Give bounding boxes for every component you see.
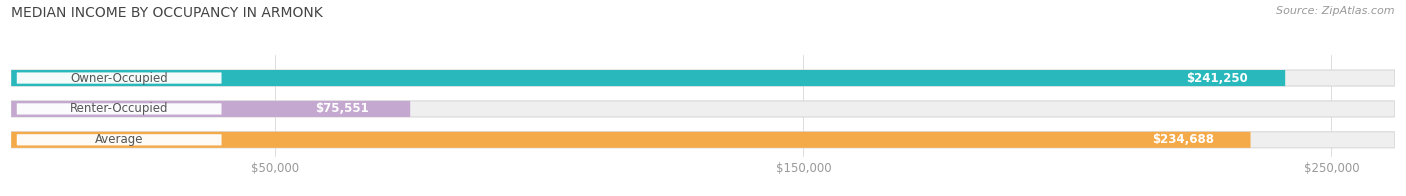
FancyBboxPatch shape [11, 101, 1395, 117]
Text: $75,551: $75,551 [315, 103, 370, 115]
FancyBboxPatch shape [11, 101, 411, 117]
FancyBboxPatch shape [17, 73, 222, 84]
FancyBboxPatch shape [1119, 134, 1246, 146]
Text: $241,250: $241,250 [1187, 72, 1249, 84]
FancyBboxPatch shape [278, 103, 406, 115]
FancyBboxPatch shape [11, 70, 1285, 86]
FancyBboxPatch shape [11, 132, 1250, 148]
Text: Renter-Occupied: Renter-Occupied [70, 103, 169, 115]
Text: Source: ZipAtlas.com: Source: ZipAtlas.com [1277, 6, 1395, 16]
Text: $234,688: $234,688 [1152, 133, 1213, 146]
FancyBboxPatch shape [17, 134, 222, 145]
FancyBboxPatch shape [11, 132, 1395, 148]
FancyBboxPatch shape [17, 103, 222, 114]
FancyBboxPatch shape [11, 70, 1395, 86]
Text: Average: Average [96, 133, 143, 146]
Text: MEDIAN INCOME BY OCCUPANCY IN ARMONK: MEDIAN INCOME BY OCCUPANCY IN ARMONK [11, 6, 323, 20]
Text: Owner-Occupied: Owner-Occupied [70, 72, 169, 84]
FancyBboxPatch shape [1154, 72, 1281, 84]
